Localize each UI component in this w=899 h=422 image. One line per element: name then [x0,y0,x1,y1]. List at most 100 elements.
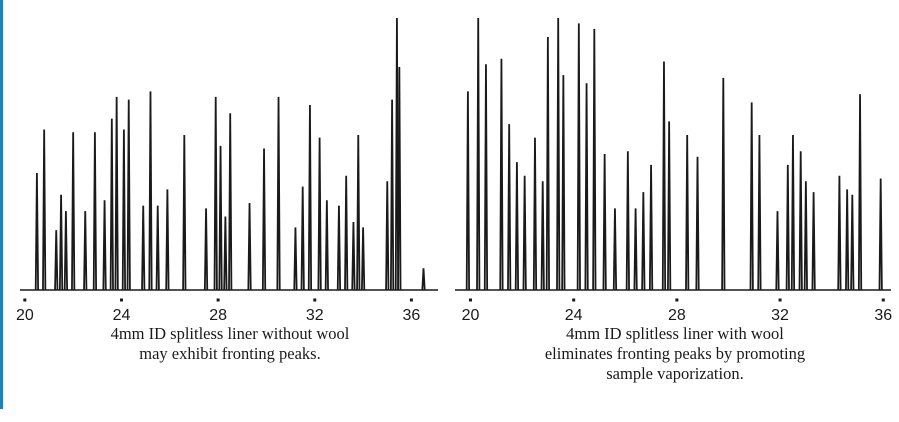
x-tick-label: 24 [565,307,583,324]
chromatogram-peak [360,227,366,291]
chromatogram-peak [389,99,395,291]
chromatogram-peak [602,153,607,291]
x-tick [119,298,123,302]
x-tick [881,298,885,302]
x-tick-label: 36 [403,307,421,324]
x-tick [675,298,679,302]
chromatogram-peak [261,148,267,291]
chromatogram-peak [749,102,754,291]
chromatogram-peak [667,121,672,291]
chromatogram-peak [397,66,402,291]
chromatogram-peak [155,205,160,291]
chromatogram-peak [218,145,223,291]
chromatogram-peak [42,129,47,291]
caption-line: may exhibit fronting peaks. [139,344,321,363]
chromatogram-peak [507,124,512,291]
chromatogram-peak [532,137,538,291]
chromatogram-peak [71,132,76,291]
chromatogram-peak [293,227,298,291]
chromatogram-peak [83,211,88,291]
chromatogram-peak [223,216,228,291]
chromatogram-peak [811,192,816,291]
chromatogram-peak [476,17,481,291]
chromatogram-peak [182,134,187,291]
chromatogram-peak [247,202,252,291]
chromatogram-peak [641,192,646,291]
caption-line: sample vaporization. [606,364,744,383]
chromatogram-peak [785,164,790,291]
chromatogram-peak [584,83,589,291]
caption-with-wool: 4mm ID splitless liner with wool elimina… [455,324,895,384]
chromatogram-peak [798,151,803,291]
chromatogram-peak [126,99,131,291]
chromatogram-peak [695,156,700,291]
chromatogram-peak [685,134,690,291]
chromatogram-without-wool: 20 24 28 32 36 [16,17,438,324]
chromatogram-peak [385,181,390,291]
chromatogram-peak [421,268,426,291]
chromatogram-peak [324,200,329,291]
chromatogram-peak [63,211,69,291]
x-tick [409,298,413,302]
chromatogram-peak [276,96,281,291]
caption-line: 4mm ID splitless liner with wool [566,324,784,343]
chromatogram-peak [803,181,808,291]
x-tick [468,298,472,302]
chromatogram-peak [34,173,40,291]
chromatogram-peak [850,194,855,291]
x-tick [778,298,782,302]
chromatogram-peak [109,118,114,291]
chromatogram-peak [845,189,850,291]
chromatogram-peak [465,91,470,291]
chromatogram-peak [878,178,883,291]
chromatogram-peak [522,175,527,291]
x-tick-label: 20 [16,307,34,324]
chromatogram-peak [633,208,638,291]
x-tick [572,298,576,302]
chromatogram-peak [92,132,98,291]
chromatogram-peak [857,94,863,291]
chromatogram-panel-without-wool: 20 24 28 32 36 4mm ID splitless liner withou… [16,0,440,410]
chromatogram-peak [54,230,59,291]
chromatogram-peak [625,151,630,291]
chromatogram-peak [483,64,489,291]
caption-without-wool: 4mm ID splitless liner without wool may … [20,324,440,364]
chromatogram-peak [775,211,780,291]
chromatogram-peak [612,208,618,291]
chromatogram-peak [837,175,842,291]
chromatogram-peak [102,200,107,291]
chromatogram-peak [351,221,356,291]
chromatogram-peak [499,58,504,291]
chromatogram-peak [203,208,209,291]
chromatogram-peak [114,96,119,291]
chromatogram-peak [592,28,597,291]
chromatogram-peak [514,162,520,291]
x-tick-label: 24 [113,307,131,324]
x-tick-label: 28 [668,307,686,324]
chromatogram-peak [300,186,305,291]
chromatogram-peak [307,105,313,291]
chromatogram-with-wool: 20 24 28 32 36 [455,17,892,324]
chromatogram-peak [344,175,349,291]
chromatogram-peak [317,137,322,291]
chromatogram-peak [148,91,153,291]
chromatogram-peak [721,77,726,291]
chromatogram-peak [561,75,566,291]
chromatogram-peak [661,61,667,291]
x-tick-label: 36 [874,307,892,324]
caption-line: 4mm ID splitless liner without wool [110,324,350,343]
chromatogram-peak [790,134,796,291]
chromatogram-peak [228,113,233,291]
chromatogram-peak [165,189,170,291]
chromatogram-peak [356,134,361,291]
chromatogram-peak [576,23,581,291]
x-tick-label: 32 [771,307,789,324]
chromatogram-peak [336,205,342,291]
chromatogram-peak [213,96,218,291]
chromatogram-peak [556,17,561,291]
chromatogram-peak [394,17,400,291]
x-tick [313,298,317,302]
chromatogram-peak [141,205,146,291]
chromatogram-peak [121,129,126,291]
chromatogram-peak [540,181,545,291]
